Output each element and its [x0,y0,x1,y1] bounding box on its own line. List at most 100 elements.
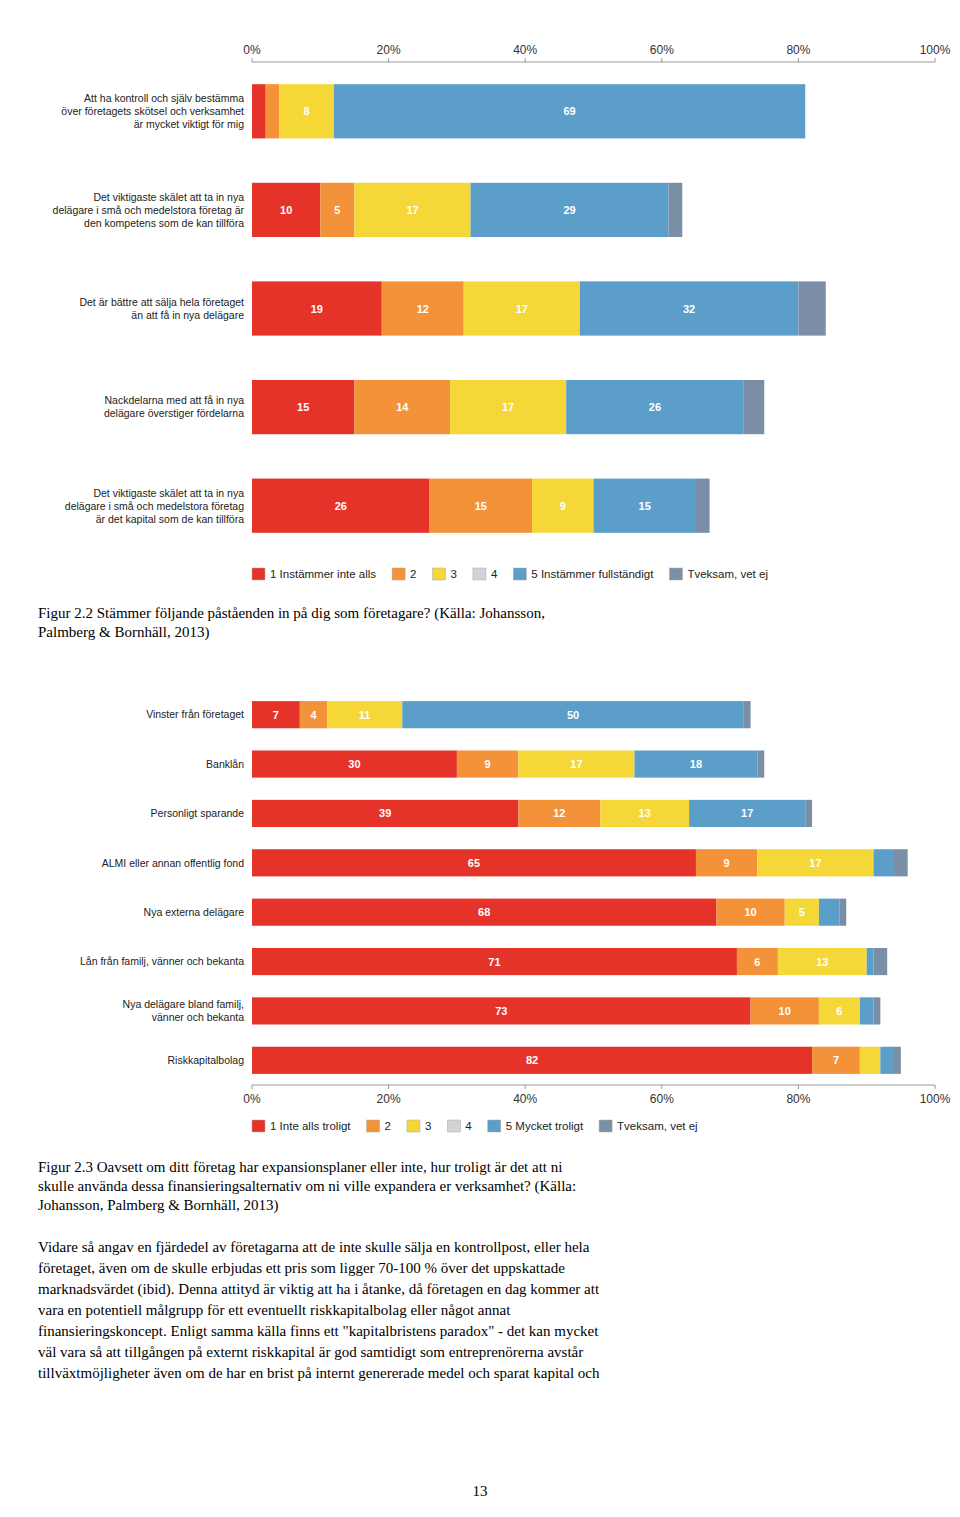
data-label: 11 [359,709,371,721]
bar-segment [785,899,819,926]
category-label-line: Personligt sparande [151,807,245,819]
tick-mark [798,58,799,62]
tick-mark [661,58,662,62]
data-label: 17 [741,807,753,819]
bar-segment [594,479,696,533]
bar-segment [532,479,593,533]
bar-segment [894,849,908,876]
data-label: 15 [639,500,651,512]
data-label: 7 [273,709,279,721]
legend-label: Tveksam, vet ej [617,1120,698,1132]
category-label-line: Det viktigaste skälet att ta in nya [93,191,244,203]
bar-segment [518,750,634,777]
bar-segment [689,800,805,827]
y-axis: Att ha kontroll och själv bestämmaöver f… [53,92,245,524]
data-label: 71 [488,956,500,968]
tick-label: 0% [243,1092,261,1106]
bar-segment [805,84,806,138]
bar-segment [354,183,470,237]
legend-label: Tveksam, vet ej [687,568,768,580]
bar-segment [819,997,860,1024]
data-label: 9 [560,500,566,512]
bar-segment [252,849,696,876]
category-label: Vinster från företaget [146,708,244,720]
data-label: 50 [567,709,579,721]
category-label-line: ALMI eller annan offentlig fond [102,857,244,869]
tick-mark [525,58,526,62]
tick-mark [935,1085,936,1089]
legend-swatch [447,1120,460,1132]
caption-line: Johansson, Palmberg & Bornhäll, 2013) [38,1197,279,1214]
tick-label: 60% [650,1092,674,1106]
data-label: 26 [649,401,661,413]
bar-segment [279,84,334,138]
data-label: 5 [799,906,805,918]
category-label: Det är bättre att sälja hela företagetän… [79,296,244,321]
bar-segment [334,84,805,138]
data-labels: 869105172919121732151417262615915 [280,105,695,511]
category-label-line: vänner och bekanta [152,1011,244,1023]
category-label-line: över företagets skötsel och verksamhet [61,105,244,117]
legend-swatch [252,1120,265,1132]
bar-segment [737,948,778,975]
bar-segment [757,849,873,876]
category-label-line: är mycket viktigt för mig [134,118,244,130]
bars [252,84,826,533]
legend-swatch [488,1120,501,1132]
category-label-line: den kompetens som de kan tillföra [84,217,244,229]
tick-label: 80% [786,43,810,57]
bar-segment [252,750,457,777]
page-number: 13 [473,1483,488,1499]
legend-label: 5 Instämmer fullständigt [531,568,654,580]
tick-mark [935,58,936,62]
category-label: Nya externa delägare [144,906,245,918]
bar-segment [320,183,354,237]
legend-label: 1 Instämmer inte alls [270,568,376,580]
bar-segment [860,997,874,1024]
category-label: Riskkapitalbolag [168,1054,245,1066]
bar-segment [716,899,784,926]
body-line: väl vara så att tillgången på externt ri… [38,1344,583,1360]
bar-segment [300,701,327,728]
legend: 1 Instämmer inte alls2345 Instämmer full… [252,568,768,580]
bar-segment [518,800,600,827]
bar-segment [450,380,566,434]
bar-segment [471,183,669,237]
category-label: Att ha kontroll och själv bestämmaöver f… [61,92,244,130]
chart: 0%20%40%60%80%100%Att ha kontroll och sj… [38,43,951,641]
legend-swatch [669,568,682,580]
data-label: 9 [485,758,491,770]
caption-line: skulle använda dessa finansieringsaltern… [38,1178,576,1195]
data-label: 30 [348,758,360,770]
bar-segment [566,380,744,434]
bar-segment [252,479,430,533]
legend-label: 3 [451,568,457,580]
bar-segment [696,479,710,533]
bar-segment [252,997,751,1024]
caption-line: Palmberg & Bornhäll, 2013) [38,624,209,641]
bar-segment [860,1047,880,1074]
bar-segment [778,948,867,975]
body-line: marknadsvärdet (ibid). Denna attityd är … [38,1281,600,1298]
data-label: 17 [516,303,528,315]
bar-segment [744,380,764,434]
tick-mark [252,1085,253,1089]
data-label: 32 [683,303,695,315]
legend-label: 3 [425,1120,431,1132]
data-label: 7 [833,1054,839,1066]
data-label: 8 [304,105,310,117]
category-label-line: Lån från familj, vänner och bekanta [80,955,244,967]
tick-label: 20% [377,1092,401,1106]
bar-segment [874,997,881,1024]
data-label: 6 [754,956,760,968]
category-label: Nya delägare bland familj,vänner och bek… [123,998,245,1023]
data-label: 10 [744,906,756,918]
bar-segment [252,183,320,237]
tick-mark [525,1085,526,1089]
legend-label: 5 Mycket troligt [506,1120,584,1132]
legend-swatch [392,568,405,580]
data-label: 19 [311,303,323,315]
caption-line: Figur 2.3 Oavsett om ditt företag har ex… [38,1159,562,1175]
legend-label: 1 Inte alls troligt [270,1120,351,1132]
category-label-line: än att få in nya delägare [131,309,244,321]
